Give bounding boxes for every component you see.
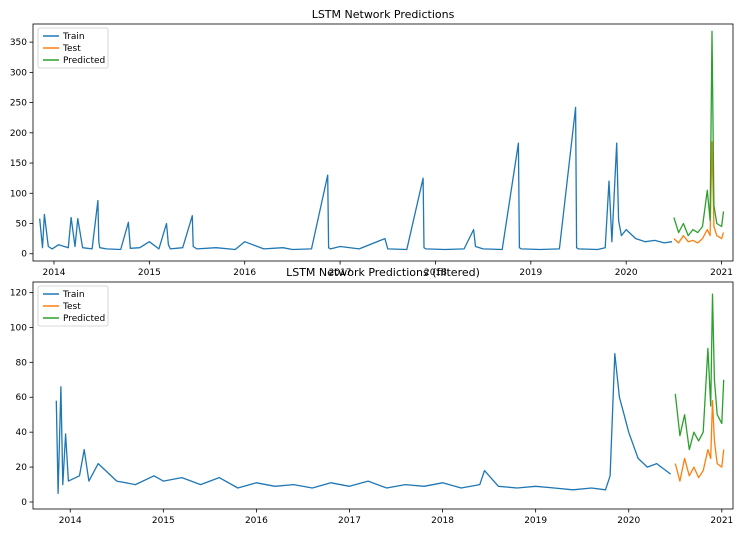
series-line-train: [55, 352, 671, 494]
y-tick-label: 40: [16, 428, 28, 438]
y-tick-label: 150: [10, 159, 27, 169]
y-tick-label: 200: [10, 129, 27, 139]
x-tick-label: 2014: [43, 268, 66, 278]
x-tick-label: 2014: [59, 516, 82, 526]
legend-label-train: Train: [62, 32, 85, 42]
series-line-test: [673, 141, 725, 244]
legend-box: [37, 285, 109, 327]
legend: Train Test Predicted: [37, 27, 109, 69]
series-line-predicted: [674, 293, 725, 451]
y-tick-label: 20: [16, 463, 28, 473]
x-tick-label: 2019: [519, 268, 542, 278]
chart-title: LSTM Network Predictions (filtered): [286, 266, 480, 279]
y-tick-label: 100: [10, 323, 27, 333]
series-line-test: [674, 400, 725, 482]
x-tick-label: 2019: [524, 516, 547, 526]
chart-title: LSTM Network Predictions: [312, 8, 455, 21]
x-tick-label: 2021: [710, 268, 733, 278]
y-tick-label: 100: [10, 189, 27, 199]
legend-label-test: Test: [62, 44, 81, 54]
series-line-predicted: [673, 30, 725, 237]
legend-label-predicted: Predicted: [63, 314, 105, 324]
x-tick-label: 2018: [431, 516, 454, 526]
series-line-train: [39, 106, 673, 251]
y-tick-label: 120: [10, 288, 27, 298]
plot-area: [55, 293, 725, 494]
legend-label-test: Test: [62, 302, 81, 312]
x-tick-label: 2016: [245, 516, 268, 526]
x-tick-label: 2017: [329, 268, 352, 278]
x-tick-label: 2016: [233, 268, 256, 278]
y-tick-label: 0: [21, 250, 27, 260]
x-tick-label: 2020: [615, 268, 638, 278]
x-tick-label: 2015: [138, 268, 161, 278]
y-tick-label: 300: [10, 68, 27, 78]
axes-frame: [32, 281, 734, 510]
plot-area: [39, 30, 725, 251]
chart-top: LSTM Network Predictions 2014 2015 2016 2017…: [10, 8, 734, 278]
legend-box: [37, 27, 109, 69]
y-tick-label: 350: [10, 38, 27, 48]
legend-label-train: Train: [62, 290, 85, 300]
x-tick-label: 2015: [152, 516, 175, 526]
legend-label-predicted: Predicted: [63, 56, 105, 66]
chart-bottom: LSTM Network Predictions (filtered) 2014 2…: [10, 266, 734, 526]
y-tick-label: 60: [16, 393, 28, 403]
y-tick-label: 50: [16, 220, 28, 230]
y-tick-label: 0: [21, 498, 27, 508]
legend: Train Test Predicted: [37, 285, 109, 327]
x-tick-label: 2017: [338, 516, 361, 526]
x-tick-label: 2020: [617, 516, 640, 526]
x-tick-label: 2021: [710, 516, 733, 526]
axes-frame: [32, 23, 734, 262]
y-tick-label: 80: [16, 358, 28, 368]
y-tick-label: 250: [10, 99, 27, 109]
x-tick-label: 2018: [424, 268, 447, 278]
